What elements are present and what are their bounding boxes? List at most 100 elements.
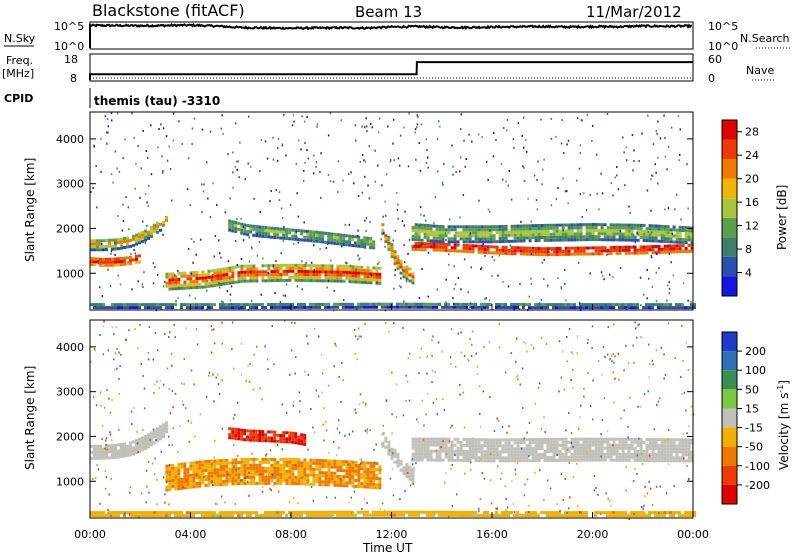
velocity-cell bbox=[468, 513, 471, 517]
velocity-cell bbox=[459, 449, 463, 453]
velocity-cell bbox=[264, 478, 268, 482]
velocity-cell bbox=[651, 450, 655, 454]
velocity-cell bbox=[282, 457, 286, 461]
power-cell bbox=[345, 273, 349, 277]
velocity-cell bbox=[633, 455, 637, 459]
velocity-cell bbox=[336, 483, 340, 487]
power-cell bbox=[258, 234, 262, 238]
velocity-cell bbox=[231, 458, 235, 462]
velocity-cell bbox=[123, 448, 126, 452]
power-cell bbox=[285, 234, 289, 237]
power-noise-cell bbox=[561, 119, 563, 121]
power-cell bbox=[672, 234, 676, 238]
velocity-cell bbox=[357, 470, 361, 473]
power-cell bbox=[579, 252, 583, 256]
velocity-cell bbox=[342, 478, 346, 482]
power-cell bbox=[645, 251, 649, 255]
power-cell bbox=[420, 305, 423, 309]
velocity-cell bbox=[681, 459, 685, 463]
velocity-cell bbox=[231, 470, 235, 474]
power-cell bbox=[240, 267, 244, 271]
power-cell bbox=[543, 232, 547, 236]
power-noise-cell bbox=[382, 215, 384, 218]
velocity-cell bbox=[276, 514, 279, 517]
power-noise-cell bbox=[525, 150, 528, 153]
power-cell bbox=[489, 237, 493, 241]
power-noise-cell bbox=[523, 166, 525, 169]
velocity-cell bbox=[378, 483, 382, 487]
power-cell bbox=[93, 239, 96, 243]
velocity-noise-cell bbox=[350, 496, 353, 499]
power-cell bbox=[150, 306, 153, 310]
velocity-noise-cell bbox=[156, 478, 158, 481]
velocity-cell bbox=[615, 446, 619, 450]
station-title: Blackstone (fitACF) bbox=[92, 1, 245, 20]
velocity-cell bbox=[465, 438, 469, 441]
velocity-cell bbox=[303, 482, 307, 486]
velocity-cell bbox=[222, 479, 226, 483]
power-noise-cell bbox=[145, 150, 147, 152]
velocity-cell bbox=[297, 435, 301, 439]
power-cell bbox=[141, 230, 144, 234]
power-noise-cell bbox=[117, 274, 120, 277]
power-noise-cell bbox=[384, 245, 386, 248]
velocity-noise-cell bbox=[235, 469, 237, 472]
power-cell bbox=[300, 229, 304, 233]
power-noise-cell bbox=[133, 136, 135, 139]
velocity-cell bbox=[150, 443, 153, 447]
power-cell bbox=[570, 223, 574, 227]
velocity-noise-cell bbox=[278, 490, 280, 493]
velocity-noise-cell bbox=[508, 425, 510, 428]
velocity-noise-cell bbox=[264, 345, 266, 348]
power-noise-cell bbox=[248, 260, 251, 263]
velocity-noise-cell bbox=[212, 514, 214, 517]
velocity-cell bbox=[564, 458, 568, 462]
power-cell bbox=[651, 303, 654, 307]
velocity-cell bbox=[183, 486, 187, 490]
velocity-noise-cell bbox=[142, 428, 144, 431]
velocity-cell bbox=[438, 455, 442, 459]
power-cell bbox=[276, 267, 280, 270]
velocity-cell bbox=[219, 462, 223, 466]
velocity-noise-cell bbox=[516, 337, 518, 340]
power-cell bbox=[159, 306, 162, 310]
velocity-noise-cell bbox=[171, 390, 174, 393]
power-cell bbox=[282, 306, 285, 309]
power-cell bbox=[672, 250, 676, 254]
velocity-cell bbox=[228, 473, 232, 477]
velocity-cell bbox=[549, 440, 553, 444]
power-noise-cell bbox=[238, 307, 240, 310]
power-cell bbox=[687, 232, 691, 236]
velocity-cell bbox=[456, 446, 460, 450]
velocity-cell bbox=[531, 514, 534, 518]
power-cell bbox=[414, 305, 417, 309]
power-cell bbox=[525, 233, 529, 237]
velocity-cell bbox=[249, 469, 253, 473]
power-cell bbox=[525, 224, 529, 228]
power-noise-cell bbox=[364, 126, 366, 129]
velocity-noise-cell bbox=[276, 444, 279, 447]
velocity-cell bbox=[552, 437, 556, 441]
power-cell bbox=[423, 223, 427, 227]
power-noise-cell bbox=[307, 157, 310, 160]
velocity-cell bbox=[528, 444, 532, 448]
velocity-cell bbox=[180, 486, 184, 490]
velocity-cell bbox=[138, 449, 141, 453]
velocity-cell bbox=[471, 456, 475, 460]
power-cell bbox=[663, 250, 667, 254]
velocity-noise-cell bbox=[97, 468, 100, 471]
velocity-cell bbox=[174, 511, 177, 515]
velocity-noise-cell bbox=[688, 425, 690, 428]
velocity-cell bbox=[309, 464, 313, 468]
power-noise-cell bbox=[264, 140, 267, 143]
velocity-noise-cell bbox=[304, 480, 307, 483]
power-cell bbox=[465, 237, 469, 241]
power-noise-cell bbox=[142, 286, 144, 289]
power-noise-cell bbox=[359, 257, 361, 260]
velocity-cell bbox=[219, 459, 223, 463]
power-noise-cell bbox=[348, 223, 351, 226]
power-cell bbox=[471, 244, 475, 248]
velocity-cell bbox=[612, 446, 616, 450]
velocity-cell bbox=[600, 443, 604, 447]
velocity-cell bbox=[252, 475, 256, 479]
